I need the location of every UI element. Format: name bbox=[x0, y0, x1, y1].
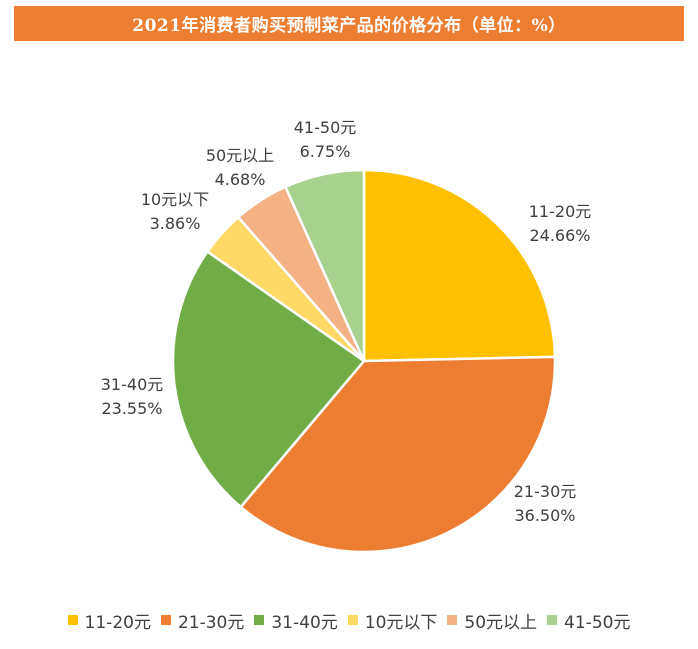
slice-value-label: 36.50% bbox=[514, 506, 575, 525]
slice-category-label: 21-30元 bbox=[514, 482, 577, 501]
pie-slice bbox=[171, 250, 366, 509]
slice-value-label: 4.68% bbox=[215, 170, 266, 189]
slice-value-label: 3.86% bbox=[150, 214, 201, 233]
slice-category-label: 31-40元 bbox=[101, 375, 164, 394]
slice-value-label: 6.75% bbox=[300, 142, 351, 161]
slice-value-label: 24.66% bbox=[529, 226, 590, 245]
legend-label: 11-20元 bbox=[84, 612, 151, 633]
legend-label: 10元以下 bbox=[364, 612, 438, 633]
pie-slice bbox=[239, 355, 557, 554]
legend-swatch bbox=[547, 615, 558, 625]
pie-chart: 11-20元 24.66% 21-30元 36.50% 31-40元 23.55% 10元以… bbox=[101, 118, 592, 554]
legend-label: 21-30元 bbox=[177, 612, 245, 633]
pie-slice bbox=[284, 168, 366, 363]
legend-item: 21-30元 bbox=[160, 608, 245, 633]
chart-legend: 11-20元 21-30元 31-40元 10元以下 50元以上 41-50元 bbox=[0, 606, 698, 634]
slice-value-label: 23.55% bbox=[101, 399, 162, 418]
legend-item: 31-40元 bbox=[254, 608, 338, 633]
legend-swatch bbox=[347, 615, 358, 625]
legend-swatch bbox=[254, 615, 265, 625]
legend-swatch bbox=[160, 615, 171, 625]
legend-swatch bbox=[447, 615, 458, 625]
slice-category-label: 50元以上 bbox=[206, 146, 274, 165]
legend-label: 41-50元 bbox=[564, 612, 631, 633]
legend-label: 31-40元 bbox=[271, 612, 338, 633]
chart-title: 2021年消费者购买预制菜产品的价格分布（单位：%） bbox=[14, 6, 684, 41]
legend-item: 50元以上 bbox=[447, 608, 537, 633]
pie-slice bbox=[362, 168, 557, 363]
legend-swatch bbox=[67, 615, 78, 625]
legend-label: 50元以上 bbox=[464, 612, 538, 633]
slice-category-label: 10元以下 bbox=[141, 190, 209, 209]
slice-category-label: 41-50元 bbox=[294, 118, 357, 137]
slice-category-label: 11-20元 bbox=[529, 202, 592, 221]
legend-item: 11-20元 bbox=[67, 608, 151, 633]
legend-item: 41-50元 bbox=[547, 608, 630, 633]
legend-item: 10元以下 bbox=[347, 608, 438, 633]
